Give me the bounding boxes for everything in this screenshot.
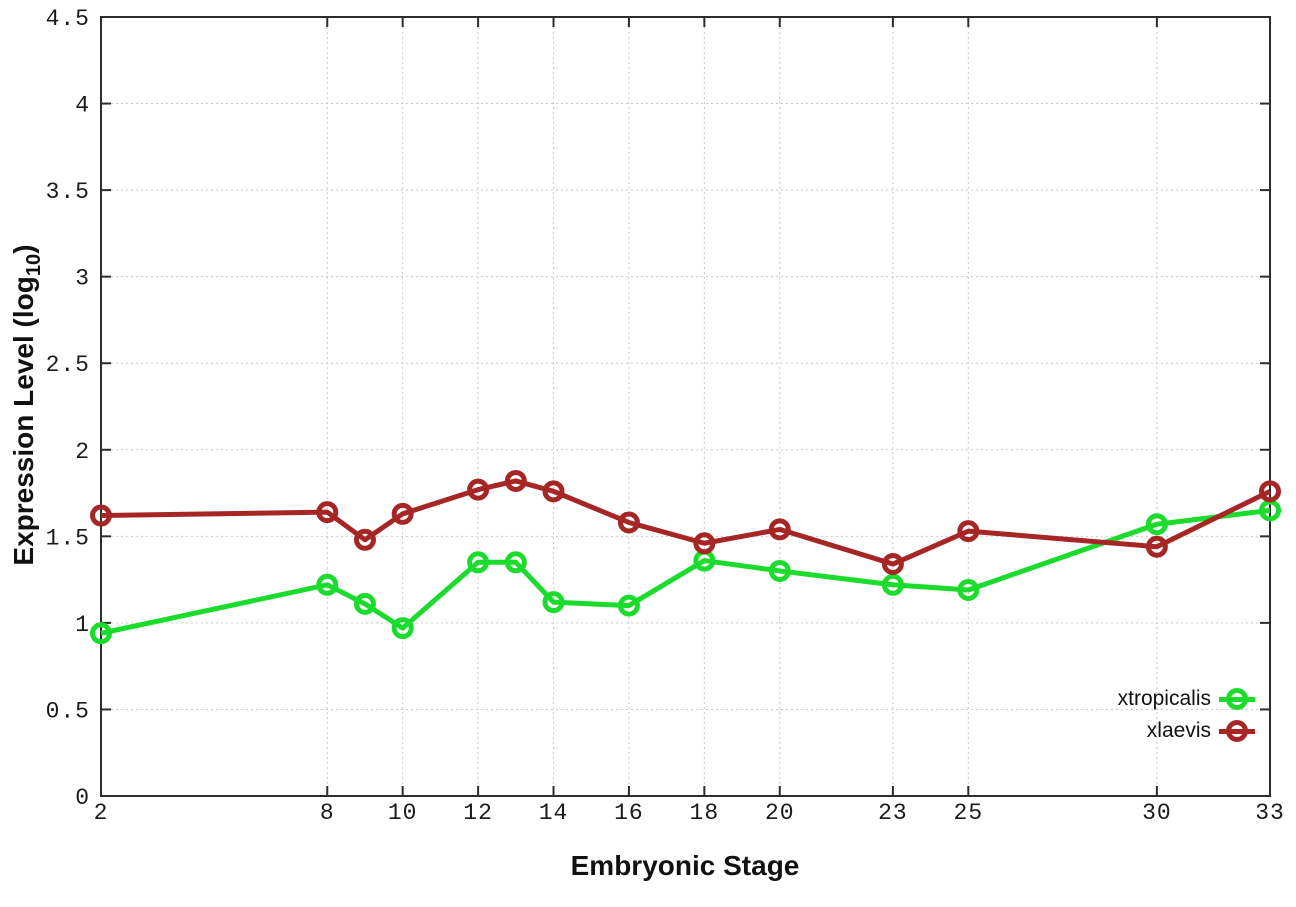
y-axis-title-subscript: 10: [22, 253, 45, 277]
svg-text:20: 20: [765, 800, 795, 826]
legend: xtropicalis xlaevis: [1118, 686, 1255, 750]
svg-text:33: 33: [1255, 800, 1285, 826]
svg-text:3: 3: [75, 266, 90, 292]
legend-marker-xlaevis-icon: [1219, 720, 1255, 743]
y-axis-title: Expression Level (log10): [8, 244, 46, 565]
legend-label-xlaevis: xlaevis: [1146, 719, 1211, 742]
legend-marker-xtropicalis-icon: [1219, 688, 1255, 711]
svg-text:4: 4: [75, 93, 90, 119]
svg-text:16: 16: [614, 800, 644, 826]
y-axis-title-text: Expression Level (log: [8, 276, 40, 566]
svg-text:18: 18: [690, 800, 720, 826]
svg-text:1.5: 1.5: [46, 525, 90, 551]
svg-text:8: 8: [320, 800, 335, 826]
svg-text:2: 2: [75, 439, 90, 465]
svg-text:12: 12: [463, 800, 493, 826]
svg-text:2: 2: [94, 800, 109, 826]
svg-text:25: 25: [954, 800, 984, 826]
svg-text:3.5: 3.5: [46, 179, 90, 205]
svg-text:0.5: 0.5: [46, 698, 90, 724]
svg-text:23: 23: [878, 800, 908, 826]
svg-text:0: 0: [75, 785, 90, 811]
svg-text:10: 10: [388, 800, 418, 826]
svg-text:30: 30: [1142, 800, 1172, 826]
legend-item: xtropicalis: [1118, 686, 1255, 712]
svg-text:1: 1: [75, 612, 90, 638]
legend-label-xtropicalis: xtropicalis: [1117, 687, 1211, 710]
svg-text:4.5: 4.5: [46, 6, 90, 32]
x-axis-title: Embryonic Stage: [570, 850, 800, 881]
legend-item: xlaevis: [1118, 718, 1255, 744]
y-axis-title-close: ): [8, 244, 40, 254]
svg-text:14: 14: [539, 800, 569, 826]
svg-text:2.5: 2.5: [46, 352, 90, 378]
